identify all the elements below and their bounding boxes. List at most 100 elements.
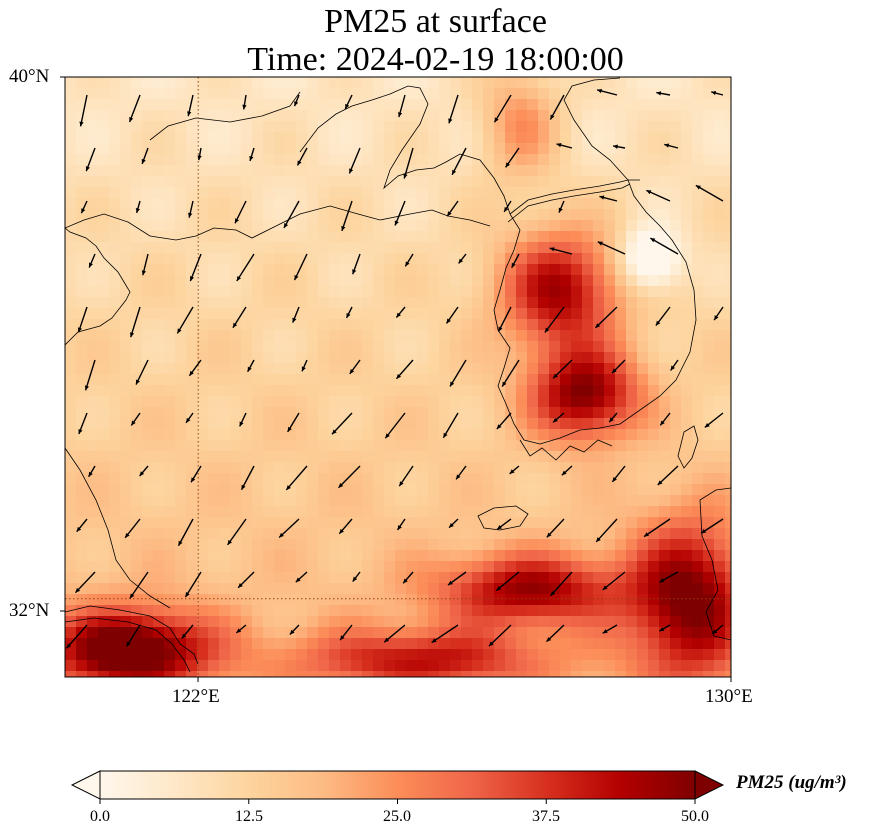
liaodong-coast: [299, 85, 511, 215]
wind-vector-head: [177, 328, 182, 334]
wind-vector-shaft: [128, 94, 141, 123]
wind-vector-head: [599, 195, 605, 200]
wind-vector-head: [496, 424, 502, 430]
jeju-island: [477, 505, 529, 531]
wind-vector-shaft: [331, 412, 353, 435]
wind-vector-head: [287, 426, 292, 432]
wind-vector-head: [650, 238, 656, 243]
wind-vector-head: [187, 111, 192, 117]
wind-vector-head: [612, 476, 617, 482]
wind-vector-head: [85, 166, 90, 172]
wind-vector-head: [496, 586, 502, 591]
wind-vector-shaft: [649, 237, 679, 255]
wind-vector-head: [704, 422, 710, 428]
wind-vector-head: [701, 528, 707, 534]
wind-vector-head: [235, 218, 239, 224]
wind-vector-shaft: [283, 200, 300, 229]
wind-vector-head: [294, 101, 299, 107]
wind-vector-head: [289, 629, 295, 635]
lat-label-32n: 32°N: [9, 600, 50, 621]
wind-vector-head: [553, 417, 558, 423]
wind-vector-shaft: [135, 359, 149, 385]
wind-vector-head: [346, 312, 351, 318]
wind-vector-head: [431, 638, 437, 643]
wind-vector-shaft: [341, 200, 353, 232]
wind-vector-head: [141, 158, 146, 164]
wind-vector-shaft: [595, 518, 618, 543]
wind-vector-head: [178, 540, 183, 546]
wind-vector-shaft: [449, 359, 467, 387]
wind-vector-head: [197, 155, 202, 161]
wind-vector-head: [279, 532, 284, 538]
wind-vector-shaft: [643, 518, 671, 538]
wind-vector-head: [181, 633, 187, 639]
jiangsu-coast: [65, 447, 171, 609]
wind-vector-head: [504, 206, 509, 212]
wind-vector-shaft: [227, 518, 247, 546]
wind-vector-head: [352, 576, 358, 582]
wind-vector-head: [657, 480, 663, 486]
axis-ticks: [60, 76, 732, 682]
wind-vector-head: [129, 332, 135, 338]
wind-vector-head: [509, 469, 515, 474]
wind-vector-head: [349, 368, 355, 374]
wind-vector-head: [332, 429, 337, 435]
wind-vector-head: [340, 635, 345, 641]
wind-vector-head: [186, 417, 191, 423]
wind-vector-head: [238, 583, 243, 588]
wind-vector-head: [129, 117, 134, 123]
wind-vector-head: [396, 373, 402, 379]
map-title-line1: PM25 at surface: [324, 3, 547, 40]
wind-vector-head: [670, 365, 675, 371]
wind-vector-head: [385, 433, 390, 439]
wind-vector-shaft: [338, 465, 361, 489]
wind-vector-head: [488, 641, 494, 647]
colorbar-tick-4: 50.0: [681, 808, 709, 825]
korea-west-coast: [493, 213, 581, 445]
wind-vector-head: [88, 471, 93, 477]
wind-vector-head: [394, 220, 399, 226]
wind-vector-head: [232, 322, 238, 328]
wind-vector-head: [294, 275, 299, 281]
pm25-field: [65, 77, 731, 677]
wind-vector-head: [602, 585, 608, 590]
wind-vector-head: [81, 208, 86, 214]
wind-vector-head: [546, 532, 552, 538]
wind-vector-head: [242, 104, 247, 110]
yangtze-shore: [65, 605, 199, 665]
wind-vector-head: [664, 143, 670, 148]
wind-vector-shaft: [597, 241, 626, 255]
wind-vector-head: [352, 269, 357, 275]
wind-vector-head: [556, 143, 562, 148]
colorbar-tick-1: 12.5: [235, 808, 263, 825]
wind-vector-head: [449, 522, 454, 528]
wind-vector-head: [558, 207, 563, 213]
wind-vector-head: [458, 258, 464, 264]
map-title-line2: Time: 2024-02-19 18:00:00: [247, 41, 624, 78]
wind-vector-head: [283, 222, 289, 228]
wind-vector-head: [553, 373, 558, 379]
lat-label-40n: 40°N: [9, 66, 50, 87]
wind-vector-head: [448, 580, 453, 586]
wind-vector-shaft: [278, 518, 300, 538]
wind-vector-head: [139, 471, 145, 477]
wind-vector-head: [227, 539, 232, 545]
wind-vector-head: [660, 420, 665, 426]
wind-vector-head: [456, 474, 461, 480]
tsushima-island: [677, 425, 699, 469]
wind-vector-head: [78, 429, 83, 435]
wind-vector-head: [141, 270, 146, 276]
wind-vector-head: [613, 144, 618, 149]
wind-vector-head: [349, 168, 354, 174]
wind-vector-head: [497, 525, 503, 530]
wind-vector-head: [443, 432, 448, 438]
korea-islands: [519, 439, 613, 461]
wind-vector-head: [286, 485, 291, 490]
wind-vector-shaft: [695, 184, 724, 202]
wind-vector-head: [494, 117, 499, 123]
japan-kyushu: [699, 487, 731, 641]
colorbar-label: PM25 (ug/m³): [736, 772, 847, 793]
wind-vector-head: [297, 160, 302, 166]
wind-vector-head: [295, 577, 301, 583]
korea-border-2: [507, 183, 631, 223]
